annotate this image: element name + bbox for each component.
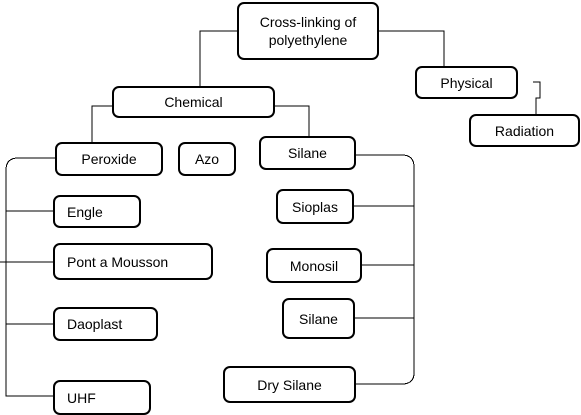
radiation-label: Radiation (494, 122, 555, 139)
silane-group-label: Silane (288, 145, 327, 161)
chemical-node: Chemical (112, 86, 275, 118)
connector-root-chemical (199, 30, 237, 86)
connector-chemical-peroxide (91, 105, 112, 142)
uhf-node: UHF (53, 380, 151, 415)
engle-label: Engle (67, 203, 103, 220)
monosil-node: Monosil (266, 248, 362, 283)
connector-silane-bracket (356, 154, 415, 385)
silane-child-label: Silane (299, 310, 338, 327)
monosil-label: Monosil (289, 257, 339, 274)
uhf-label: UHF (67, 389, 96, 406)
root-node-line1: Cross-linking of (259, 14, 357, 30)
azo-label: Azo (194, 151, 220, 167)
root-node: Cross-linking of polyethylene (237, 2, 379, 60)
chemical-label: Chemical (164, 94, 223, 110)
engle-node: Engle (53, 195, 141, 228)
dry-silane-label: Dry Silane (257, 376, 322, 393)
physical-label: Physical (440, 74, 493, 91)
silane-group-node: Silane (259, 136, 356, 170)
peroxide-node: Peroxide (55, 142, 163, 176)
silane-child-node: Silane (282, 298, 355, 339)
connector-chemical-silane (274, 105, 310, 136)
connector-root-physical (379, 30, 445, 66)
daoplast-node: Daoplast (53, 307, 158, 341)
physical-node: Physical (415, 66, 518, 99)
peroxide-label: Peroxide (81, 151, 137, 167)
pont-a-mousson-label: Pont a Mousson (67, 253, 169, 270)
dry-silane-node: Dry Silane (223, 366, 356, 403)
connector-peroxide-bracket (5, 157, 55, 397)
root-node-line2: polyethylene (268, 32, 348, 48)
daoplast-label: Daoplast (67, 316, 123, 332)
sioplas-label: Sioplas (292, 198, 338, 215)
radiation-node: Radiation (469, 114, 580, 147)
connector-physical-radiation (533, 81, 541, 114)
sioplas-node: Sioplas (276, 189, 354, 224)
pont-a-mousson-node: Pont a Mousson (53, 243, 213, 280)
azo-node: Azo (178, 142, 236, 176)
